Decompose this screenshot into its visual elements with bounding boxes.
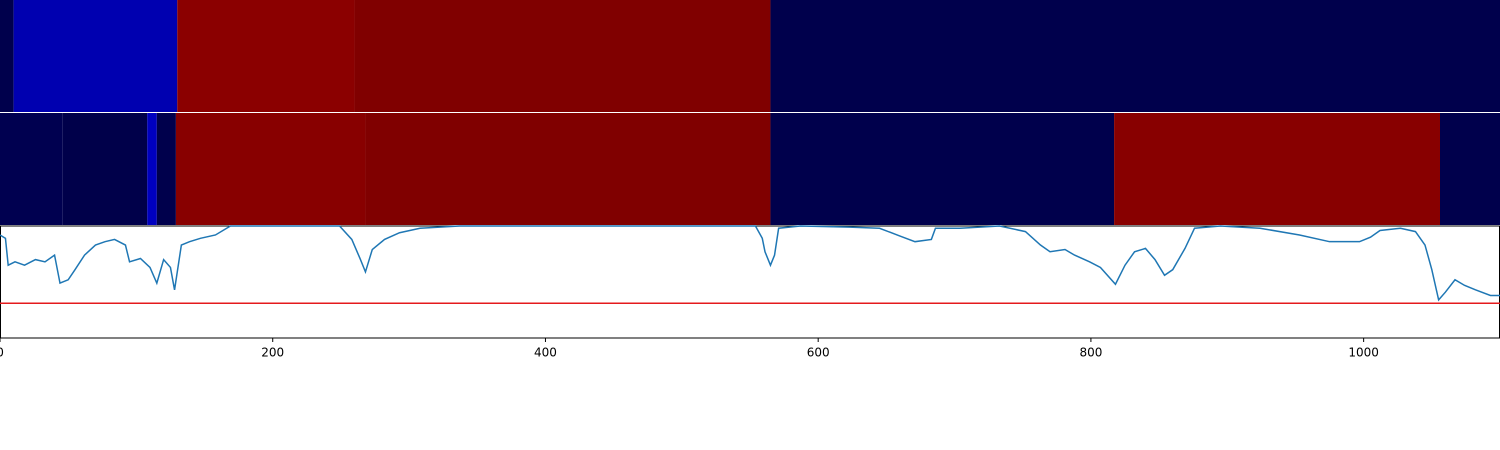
heatmap-cell — [1440, 113, 1500, 225]
heatmap-cell — [354, 0, 771, 112]
heatmap-cell — [13, 0, 178, 112]
line-series — [0, 225, 1500, 302]
x-tick-label: 1000 — [1348, 346, 1379, 360]
x-tick-label: 400 — [534, 346, 557, 360]
x-tick-label: 200 — [261, 346, 284, 360]
heatmap-cell — [175, 113, 366, 225]
heatmap-cell — [770, 0, 1500, 112]
heatmap-cell — [1114, 113, 1440, 225]
plot-frame — [0, 225, 1500, 339]
heatmap-cell — [156, 113, 176, 225]
x-tick-label: 800 — [1079, 346, 1102, 360]
heatmap-cell — [770, 113, 1115, 225]
heatmap-cell — [0, 113, 63, 225]
heatmap-cell — [0, 0, 14, 112]
x-tick-label: 0 — [0, 346, 4, 360]
heatmap-cell — [62, 113, 148, 225]
heatmap-cell — [365, 113, 771, 225]
heatmap-cell — [147, 113, 157, 225]
x-tick-label: 600 — [807, 346, 830, 360]
heatmap-cell — [177, 0, 355, 112]
